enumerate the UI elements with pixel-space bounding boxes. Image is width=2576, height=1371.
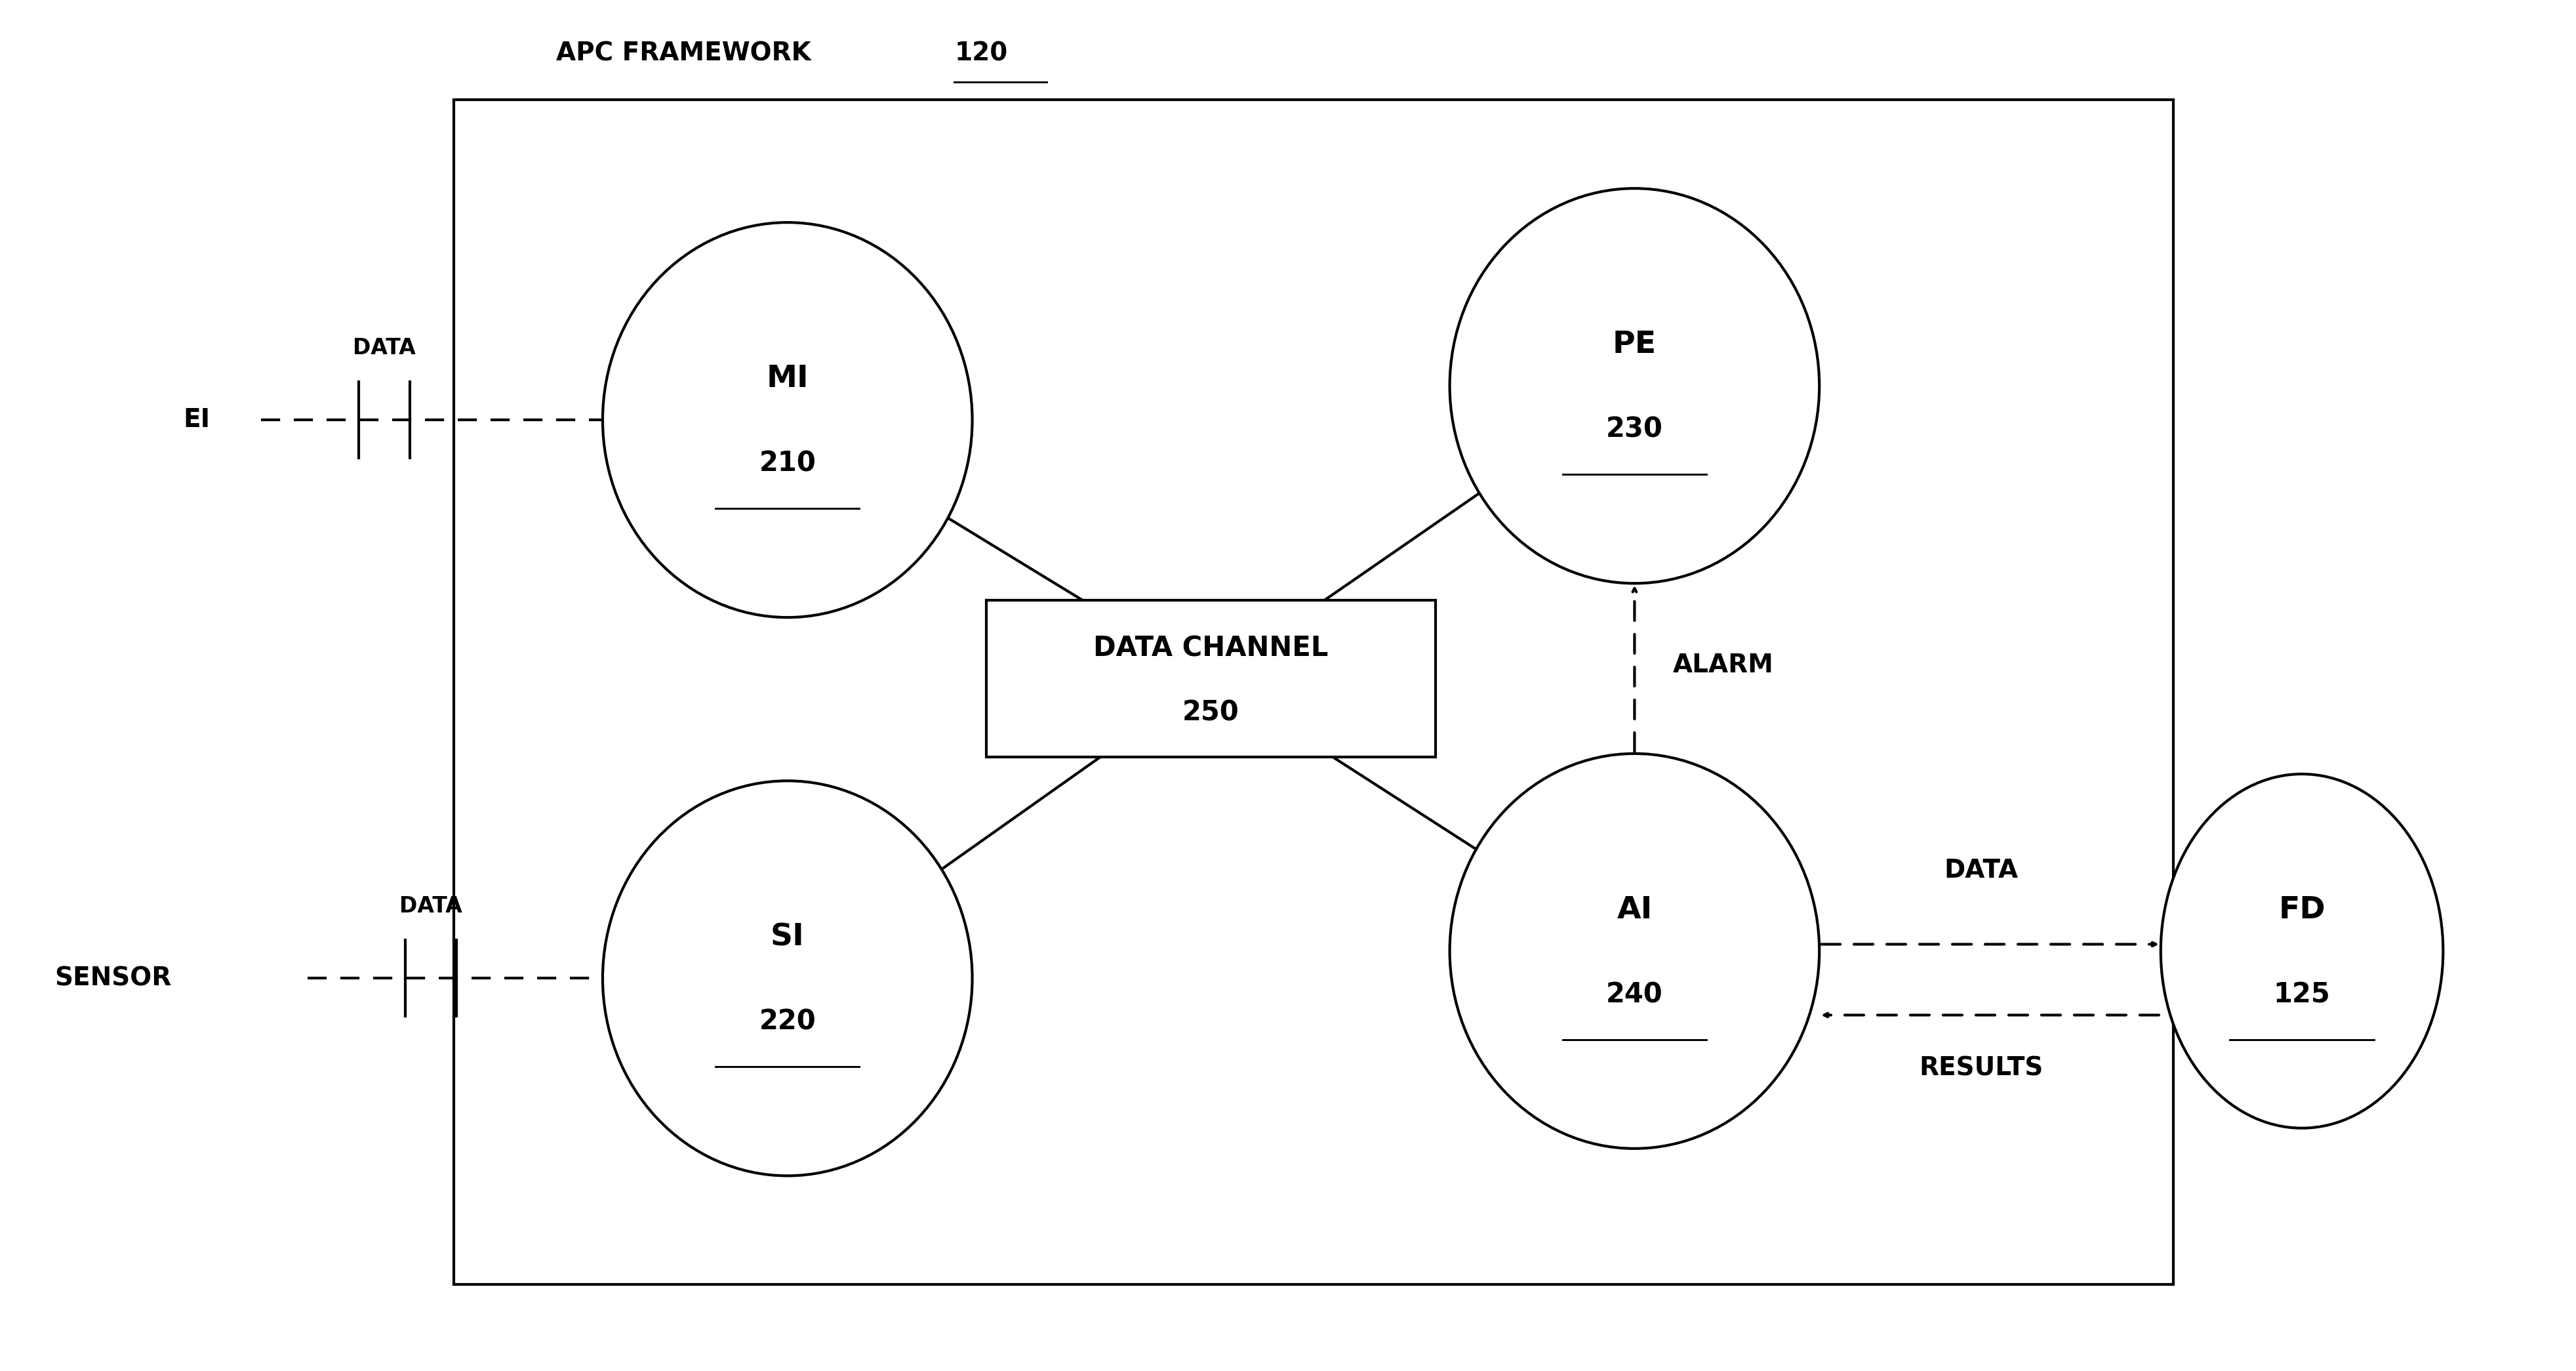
Text: RESULTS: RESULTS xyxy=(1919,1056,2043,1080)
Text: AI: AI xyxy=(1618,895,1651,925)
Text: 240: 240 xyxy=(1605,980,1664,1009)
Text: SENSOR: SENSOR xyxy=(54,965,173,991)
Text: FD: FD xyxy=(2277,895,2326,925)
Bar xyxy=(987,600,1435,757)
Text: ALARM: ALARM xyxy=(1672,653,1775,677)
Text: DATA: DATA xyxy=(1945,858,2017,883)
Text: PE: PE xyxy=(1613,330,1656,359)
Text: DATA CHANNEL: DATA CHANNEL xyxy=(1092,635,1329,662)
Text: 220: 220 xyxy=(760,1008,817,1035)
Text: 250: 250 xyxy=(1182,699,1239,727)
Text: 120: 120 xyxy=(953,41,1007,66)
Text: DATA: DATA xyxy=(353,337,415,359)
Ellipse shape xyxy=(603,781,971,1176)
Bar xyxy=(453,100,2174,1285)
Text: APC FRAMEWORK: APC FRAMEWORK xyxy=(556,41,819,66)
Ellipse shape xyxy=(603,222,971,617)
Ellipse shape xyxy=(2161,775,2442,1128)
Text: 230: 230 xyxy=(1605,415,1664,443)
Text: 125: 125 xyxy=(2275,980,2331,1009)
Ellipse shape xyxy=(1450,754,1819,1149)
Text: EI: EI xyxy=(183,407,209,432)
Text: DATA: DATA xyxy=(399,895,461,917)
Text: MI: MI xyxy=(765,365,809,393)
Ellipse shape xyxy=(1450,188,1819,583)
Text: SI: SI xyxy=(770,923,804,953)
Text: 210: 210 xyxy=(760,450,817,477)
